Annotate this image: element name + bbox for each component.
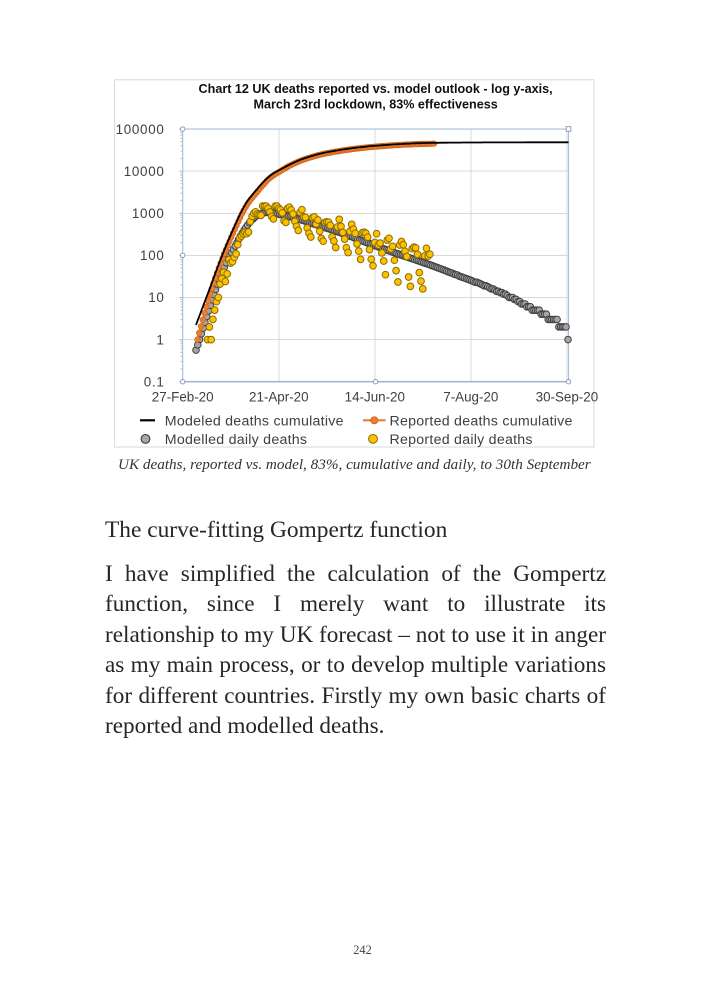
svg-text:100000: 100000: [116, 122, 165, 137]
svg-text:Reported daily deaths: Reported daily deaths: [390, 432, 533, 448]
svg-text:Modelled daily deaths: Modelled daily deaths: [165, 432, 307, 448]
svg-text:10000: 10000: [124, 164, 165, 179]
svg-text:10: 10: [148, 290, 164, 305]
svg-text:0.1: 0.1: [144, 374, 165, 389]
svg-text:Chart 12 UK deaths reported vs: Chart 12 UK deaths reported vs. model ou…: [199, 82, 553, 96]
svg-text:1000: 1000: [132, 206, 165, 221]
svg-text:1: 1: [156, 332, 164, 347]
svg-text:Reported deaths cumulative: Reported deaths cumulative: [390, 413, 573, 429]
svg-text:7-Aug-20: 7-Aug-20: [443, 389, 498, 404]
svg-text:100: 100: [140, 248, 164, 263]
svg-text:14-Jun-20: 14-Jun-20: [345, 389, 405, 404]
svg-text:Modeled deaths cumulative: Modeled deaths cumulative: [165, 413, 344, 429]
svg-text:30-Sep-20: 30-Sep-20: [536, 389, 599, 404]
svg-text:March 23rd lockdown, 83% effec: March 23rd lockdown, 83% effectiveness: [253, 97, 497, 111]
svg-text:21-Apr-20: 21-Apr-20: [249, 389, 309, 404]
svg-text:27-Feb-20: 27-Feb-20: [152, 389, 214, 404]
